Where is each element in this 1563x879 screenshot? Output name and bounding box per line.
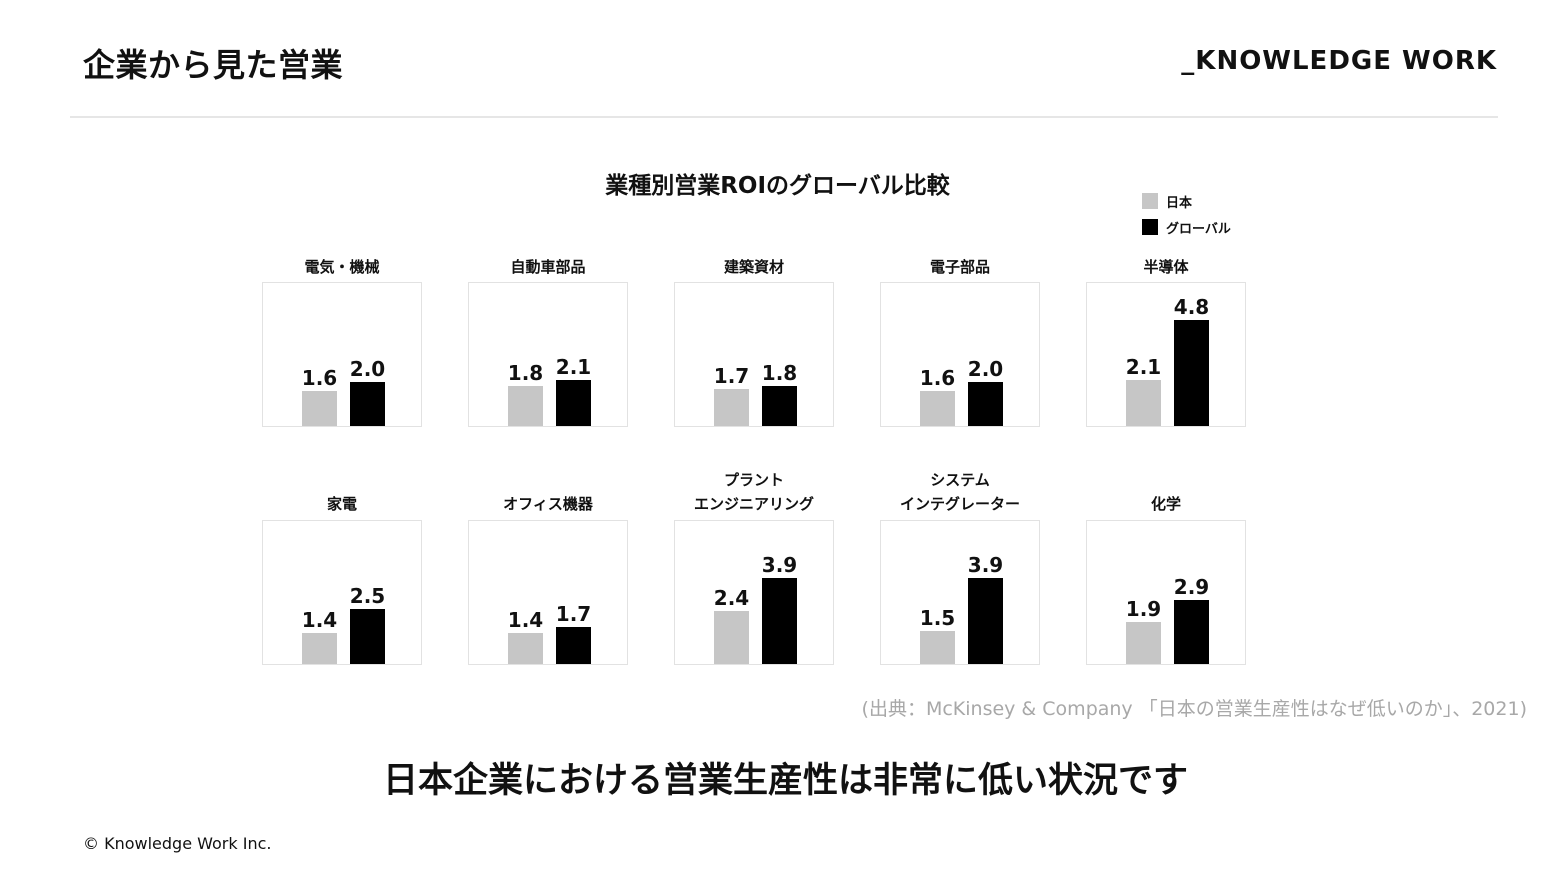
- chart-title: 業種別営業ROIのグローバル比較: [0, 166, 1563, 200]
- value-label-japan: 2.1: [1125, 354, 1162, 379]
- bar-global: [1174, 320, 1209, 426]
- value-label-global: 2.5: [349, 584, 386, 608]
- value-label-global: 3.9: [967, 553, 1004, 578]
- value-label-global: 1.8: [761, 361, 798, 386]
- chart-panel: 1.4 1.7: [468, 520, 628, 665]
- bar-global: [350, 609, 385, 664]
- chart-panel: 1.4 2.5: [262, 520, 422, 665]
- legend-swatch-global: [1142, 219, 1158, 235]
- panel-category-line: 化学: [1150, 495, 1181, 513]
- panel-category-label: 半導体: [1066, 255, 1266, 279]
- value-label-global: 2.0: [967, 357, 1004, 381]
- panel-category-label: 電気・機械: [242, 255, 442, 279]
- value-label-japan: 2.4: [713, 586, 750, 611]
- panel-category-label: 電子部品: [860, 255, 1060, 279]
- value-label-global: 2.9: [1173, 575, 1210, 600]
- panel-category-line: 自動車部品: [510, 258, 586, 276]
- bar-japan: [714, 388, 749, 426]
- bar-global: [968, 382, 1003, 426]
- legend-item-global: グローバル: [1142, 214, 1231, 240]
- legend-item-japan: 日本: [1142, 188, 1231, 214]
- value-label-japan: 1.4: [507, 608, 544, 633]
- panel-category-line: インテグレーター: [899, 495, 1020, 513]
- legend-label-japan: 日本: [1166, 195, 1193, 211]
- header-divider: [70, 116, 1498, 118]
- bar-japan: [1126, 622, 1161, 664]
- panel-category-line: オフィス機器: [503, 495, 593, 513]
- bar-global: [556, 626, 591, 664]
- legend-swatch-japan: [1142, 193, 1158, 209]
- panel-category-line: プラント: [723, 471, 784, 489]
- source-citation: (出典：McKinsey & Company 「日本の営業生産性はなぜ低いのか」…: [861, 698, 1527, 720]
- bar-japan: [508, 633, 543, 664]
- value-label-japan: 1.6: [301, 365, 338, 390]
- bar-japan: [920, 390, 955, 426]
- chart-panel: 1.8 2.1: [468, 282, 628, 427]
- panel-category-label: システムインテグレーター: [860, 468, 1060, 516]
- copyright: © Knowledge Work Inc.: [83, 834, 272, 853]
- key-message: 日本企業における営業生産性は非常に低い状況です: [0, 752, 1563, 803]
- value-label-global: 3.9: [761, 553, 798, 578]
- bar-global: [968, 578, 1003, 664]
- chart-panel: 1.6 2.0: [262, 282, 422, 427]
- key-message-text: 日本企業における営業生産性は非常に低い状況です: [382, 761, 1188, 801]
- value-label-japan: 1.9: [1125, 597, 1162, 622]
- value-label-global: 2.0: [349, 357, 386, 381]
- bar-japan: [920, 631, 955, 664]
- value-label-japan: 1.5: [919, 606, 956, 630]
- panel-category-line: 半導体: [1143, 258, 1189, 276]
- panel-category-line: システム: [930, 471, 990, 489]
- panel-category-label: プラントエンジニアリング: [654, 468, 854, 516]
- page-title: 企業から見た営業: [83, 46, 344, 84]
- panel-category-label: 建築資材: [654, 255, 854, 279]
- panel-category-line: 家電: [326, 495, 357, 513]
- bar-japan: [302, 390, 337, 426]
- bar-japan: [714, 611, 749, 664]
- panel-category-label: 家電: [242, 492, 442, 516]
- chart-panel: 1.7 1.8: [674, 282, 834, 427]
- panel-category-label: オフィス機器: [448, 492, 648, 516]
- panel-category-line: 電子部品: [929, 258, 990, 276]
- bar-japan: [508, 386, 543, 426]
- bar-global: [762, 578, 797, 664]
- chart-panel: 1.5 3.9: [880, 520, 1040, 665]
- value-label-japan: 1.6: [919, 365, 956, 390]
- chart-panel: 1.6 2.0: [880, 282, 1040, 427]
- value-label-japan: 1.7: [713, 363, 750, 388]
- panel-category-label: 化学: [1066, 492, 1266, 516]
- legend-label-global: グローバル: [1166, 221, 1231, 237]
- panel-category-label: 自動車部品: [448, 255, 648, 279]
- value-label-japan: 1.8: [507, 361, 544, 386]
- panel-category-line: 建築資材: [723, 258, 784, 276]
- value-label-global: 1.7: [555, 601, 592, 626]
- chart-legend: 日本 グローバル: [1142, 188, 1231, 240]
- bar-global: [762, 386, 797, 426]
- value-label-japan: 1.4: [301, 608, 338, 633]
- chart-panel: 2.1 4.8: [1086, 282, 1246, 427]
- panel-category-line: 電気・機械: [304, 258, 380, 276]
- value-label-global: 2.1: [555, 354, 592, 379]
- bar-japan: [1126, 379, 1161, 426]
- chart-title-text: 業種別営業ROIのグローバル比較: [605, 173, 950, 199]
- bar-global: [350, 382, 385, 426]
- brand-logo: _KNOWLEDGE WORK: [1181, 46, 1497, 76]
- bar-japan: [302, 633, 337, 664]
- bar-global: [556, 379, 591, 426]
- value-label-global: 4.8: [1173, 295, 1210, 320]
- panel-category-line: エンジニアリング: [693, 495, 814, 513]
- bar-global: [1174, 600, 1209, 664]
- chart-panel: 2.4 3.9: [674, 520, 834, 665]
- chart-panel: 1.9 2.9: [1086, 520, 1246, 665]
